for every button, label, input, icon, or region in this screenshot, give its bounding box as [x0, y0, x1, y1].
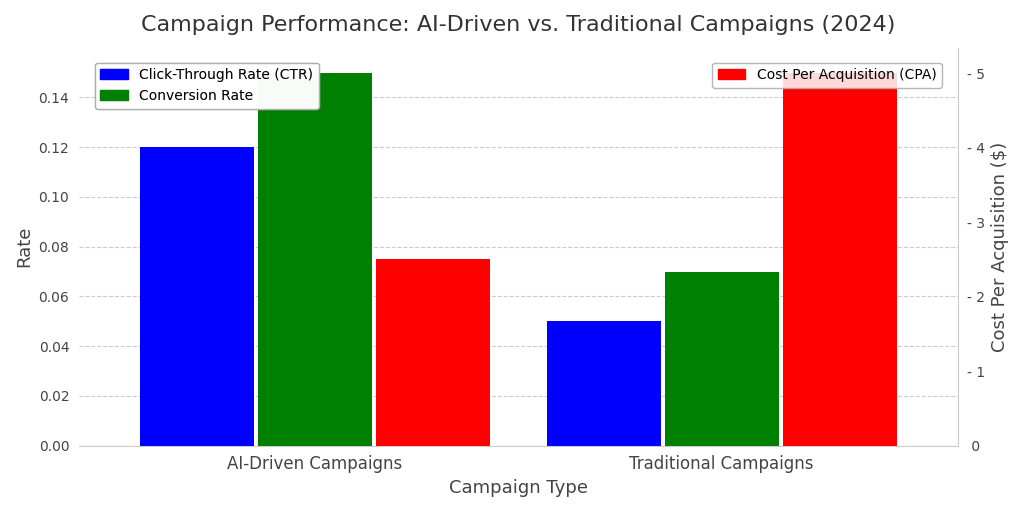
Y-axis label: Cost Per Acquisition ($): Cost Per Acquisition ($) — [991, 142, 1009, 352]
Bar — [665, 271, 778, 446]
Legend: Click-Through Rate (CTR), Conversion Rate: Click-Through Rate (CTR), Conversion Rat… — [95, 62, 318, 109]
Legend: Cost Per Acquisition (CPA): Cost Per Acquisition (CPA) — [712, 62, 942, 88]
Bar — [140, 147, 254, 446]
X-axis label: Campaign Type: Campaign Type — [449, 479, 588, 497]
Bar — [547, 322, 660, 446]
Bar — [258, 73, 372, 446]
Bar — [376, 260, 489, 446]
Bar — [782, 73, 897, 446]
Title: Campaign Performance: AI-Driven vs. Traditional Campaigns (2024): Campaign Performance: AI-Driven vs. Trad… — [141, 15, 896, 35]
Y-axis label: Rate: Rate — [15, 226, 33, 267]
